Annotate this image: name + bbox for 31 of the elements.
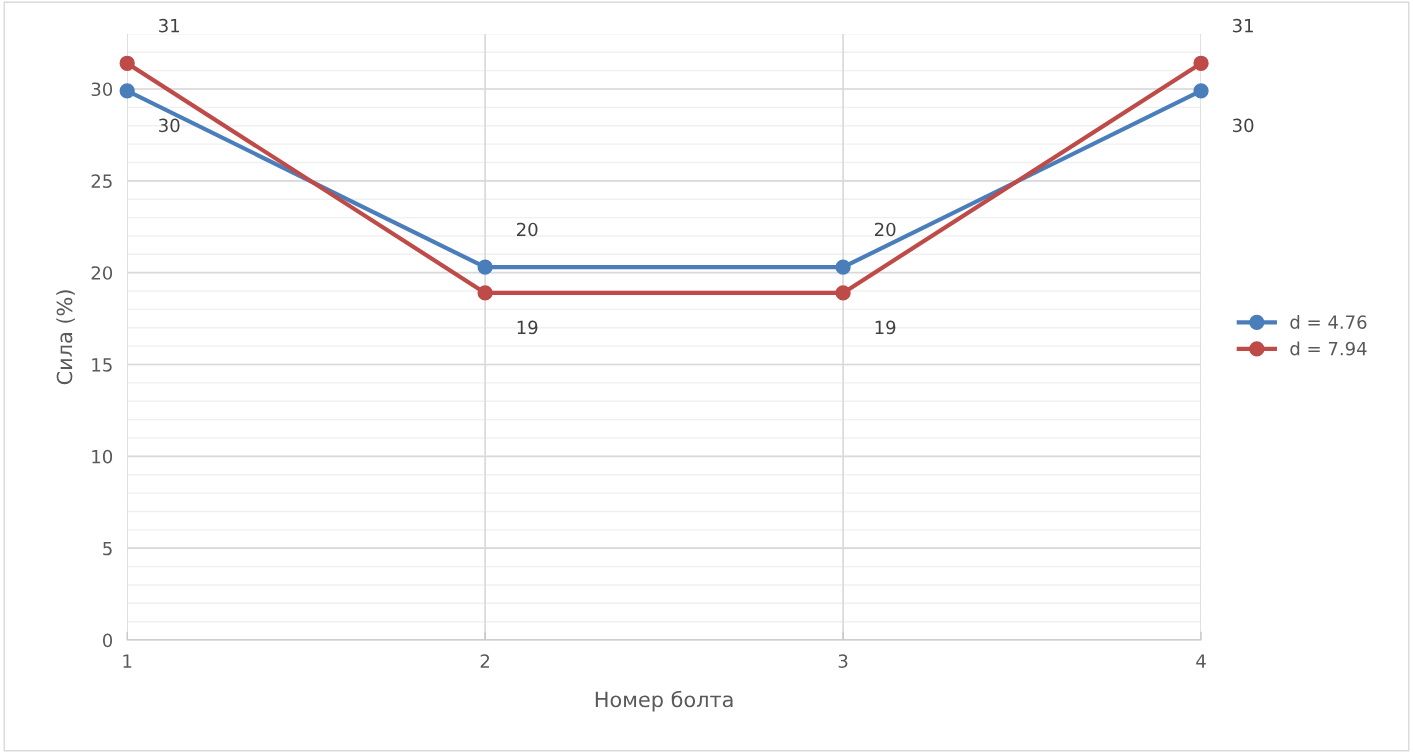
- y-tick-label: 20: [91, 266, 113, 280]
- point: [835, 285, 851, 301]
- point: [1193, 55, 1209, 71]
- y-tick-label: 30: [91, 82, 113, 97]
- point: [1193, 83, 1209, 99]
- x-tick-label: 4: [1196, 654, 1206, 668]
- data-label: 19: [517, 320, 538, 335]
- data-label: 30: [159, 118, 180, 133]
- x-tick-label: 2: [480, 654, 490, 668]
- point: [835, 259, 851, 275]
- legend-label: d = 7.94: [1290, 341, 1367, 356]
- y-tick-label: 5: [103, 541, 112, 556]
- data-label: 20: [517, 222, 538, 237]
- y-tick-label: 0: [102, 633, 113, 648]
- data-label: 20: [874, 222, 896, 237]
- y-tick-label: 10: [92, 449, 113, 464]
- point: [119, 55, 135, 71]
- legend-label: d = 4.76: [1290, 314, 1367, 329]
- data-label: 31: [1232, 18, 1253, 33]
- x-tick-label: 1: [123, 654, 132, 668]
- y-tick-label: 15: [92, 358, 112, 372]
- point: [477, 285, 493, 301]
- x-axis-title: Номер болта: [595, 690, 733, 712]
- data-label: 31: [159, 18, 180, 33]
- y-tick-label: 25: [91, 174, 112, 188]
- data-label: 19: [875, 320, 896, 335]
- point: [477, 259, 493, 275]
- data-label: 30: [1232, 118, 1254, 133]
- x-tick-label: 3: [838, 654, 848, 668]
- point: [119, 83, 135, 99]
- y-axis-title: Сила (%): [56, 290, 75, 385]
